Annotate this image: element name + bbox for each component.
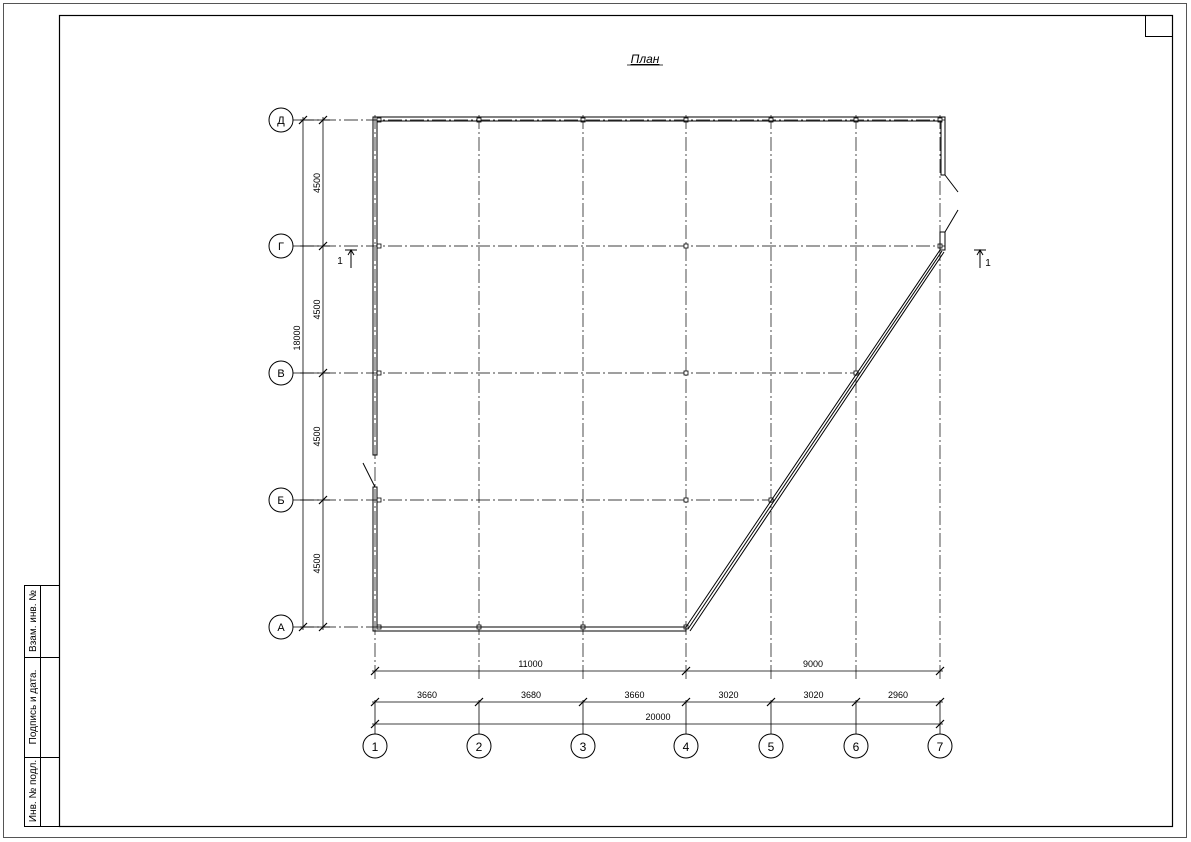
axis-label-column: 3 [580,740,587,754]
column-marker [683,370,689,376]
diagonal-wall-line [689,251,945,632]
column-marker [376,370,382,376]
axis-label-column: 6 [853,740,860,754]
axis-label-row: Д [277,115,285,127]
section-mark-right: 1 [974,249,991,269]
svg-text:1: 1 [337,256,343,267]
dimension-tick [370,719,380,729]
dimension-tick [474,697,484,707]
axis-label-row: Г [278,241,284,253]
dimension-tick [318,622,328,632]
axis-label-column: 5 [768,740,775,754]
axis-bubble-column [843,733,869,759]
dimension-label: 4500 [312,173,322,193]
column-marker [683,243,689,249]
sheet-border [3,3,1187,838]
dimension-label: 3680 [521,690,541,700]
dimension-tick [681,697,691,707]
axis-bubble-column [927,733,953,759]
axis-bubble-row [268,487,294,513]
axis-bubble-column [466,733,492,759]
sheet-number-box [1145,15,1173,37]
column-marker [476,117,482,123]
dimension-label: 20000 [645,712,670,722]
dimension-tick [766,697,776,707]
dimension-label: 3020 [803,690,823,700]
wall-top-left [372,116,946,456]
wall-bottom-left [372,486,687,632]
door-right-leaf-1 [944,174,959,193]
door-left-leaf [362,462,376,488]
column-marker [376,497,382,503]
axis-bubble-column [758,733,784,759]
dimension-label: 2960 [888,690,908,700]
dimension-label: 11000 [518,659,542,669]
axis-label-row: А [277,622,285,634]
axis-bubble-row [268,233,294,259]
dimension-tick [318,115,328,125]
dimension-tick [851,697,861,707]
axis-bubble-row [268,107,294,133]
dimension-tick [318,368,328,378]
diagonal-wall-line [685,249,941,628]
plan-title: План [631,52,660,66]
svg-text:1: 1 [985,258,991,269]
axis-bubble-row [268,360,294,386]
column-marker [580,117,586,123]
stamp-signature-date: Подпись и дата. [28,670,39,745]
axis-label-row: Б [277,495,284,507]
column-marker [376,117,382,123]
axis-bubble-column [362,733,388,759]
stamp-replace-inv: Взам. инв. № [28,590,39,652]
axis-label-row: В [277,368,284,380]
column-marker [683,497,689,503]
dimension-label: 4500 [312,299,322,319]
dimension-tick [370,697,380,707]
axis-bubble-row [268,614,294,640]
dimension-label: 4500 [312,426,322,446]
dimension-label: 4500 [312,553,322,573]
dimension-tick [318,241,328,251]
dimension-label: 3660 [417,690,437,700]
dimension-tick [935,666,945,676]
axis-bubble-column [570,733,596,759]
dimension-lines: 11000 9000 3660 3680 3660 3020 3020 2960 20000 45… [292,115,945,729]
walls [362,116,959,632]
dimension-tick [578,697,588,707]
wall-right-stub [939,231,946,251]
door-right-leaf-2 [944,209,959,233]
dimension-label: 18000 [292,325,302,350]
dimension-tick [681,666,691,676]
dimension-tick [935,719,945,729]
dimension-label: 3660 [624,690,644,700]
axis-grid: 1 2 3 4 5 6 7 Д Г В Б А [268,107,953,759]
dimension-label: 3020 [718,690,738,700]
axis-label-column: 7 [937,740,944,754]
dimension-tick [318,495,328,505]
column-marker [376,243,382,249]
dimension-tick [370,666,380,676]
stamp-inv-original: Инв. № подл. [28,760,39,822]
column-marker [853,117,859,123]
axis-label-column: 4 [683,740,690,754]
dimension-tick [298,622,308,632]
axis-bubble-column [673,733,699,759]
dimension-label: 9000 [803,659,823,669]
diagonal-wall-line [687,250,943,630]
dimension-tick [935,697,945,707]
side-stamp: Взам. инв. № Подпись и дата. Инв. № подл… [24,585,60,827]
column-marker [937,117,943,123]
dimension-tick [298,115,308,125]
column-marker [683,117,689,123]
section-mark-left: 1 [337,249,357,268]
column-marker [768,117,774,123]
axis-label-column: 1 [372,740,379,754]
axis-label-column: 2 [476,740,483,754]
drawing-frame [58,14,1174,828]
